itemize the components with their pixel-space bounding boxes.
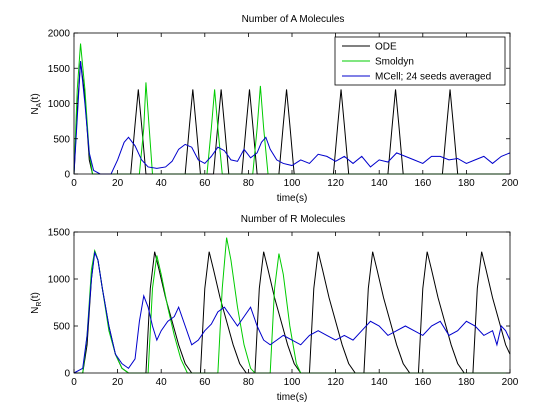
chart-a-ytick-label: 0	[64, 170, 70, 181]
chart-r-ytick-label: 0	[64, 369, 70, 380]
chart-a-xtick-label: 40	[156, 178, 168, 189]
chart-a-ylabel-main: N	[30, 107, 41, 114]
chart-r-ylabel-main: N	[30, 307, 41, 314]
chart-a-xtick-label: 60	[199, 178, 211, 189]
chart-r-ytick-label: 1500	[48, 228, 71, 239]
chart-a-xtick-label: 20	[112, 178, 124, 189]
legend-label-mcell: MCell; 24 seeds averaged	[375, 72, 491, 83]
chart-r-ytick-label: 1000	[48, 275, 71, 286]
chart-r-ylabel-sub: R	[36, 302, 43, 307]
chart-r-series-layer	[73, 237, 511, 374]
chart-a-xtick-label: 80	[243, 178, 255, 189]
chart-r: Number of R Molecules 0 20 40 60 80 100 120 140…	[30, 214, 519, 403]
chart-r-ticks: 0 20 40 60 80 100 120 140 160 180 200 0 500 1000 1500	[48, 228, 519, 389]
legend-label-smoldyn: Smoldyn	[375, 57, 414, 68]
chart-r-ylabel-suffix: (t)	[30, 292, 41, 301]
chart-r-xtick-label: 80	[243, 377, 255, 388]
chart-r-xtick-label: 140	[371, 377, 388, 388]
chart-a-xtick-label: 100	[284, 178, 301, 189]
chart-a-series-ode	[73, 61, 510, 175]
chart-r-xtick-label: 120	[327, 377, 344, 388]
chart-a-ylabel: NA(t)	[30, 93, 43, 114]
chart-a-ytick-label: 1000	[48, 99, 71, 110]
chart-r-series-smoldyn	[74, 237, 510, 374]
chart-a-xtick-label: 120	[327, 178, 344, 189]
chart-a: Number of A Molecules 0 20 40 60 80 100 120 140…	[30, 14, 519, 204]
chart-r-axes-box	[73, 231, 511, 374]
chart-a-ticks: 0 20 40 60 80 100 120 140 160 180 2000500100015002…	[48, 29, 519, 190]
chart-r-xtick-label: 20	[112, 377, 124, 388]
chart-a-ylabel-sub: A	[36, 102, 43, 107]
chart-a-ylabel-suffix: (t)	[30, 93, 41, 102]
chart-r-ylabel: NR(t)	[30, 292, 43, 314]
chart-r-xtick-label: 0	[71, 377, 77, 388]
legend-label-ode: ODE	[375, 42, 397, 53]
chart-r-xtick-label: 160	[414, 377, 431, 388]
chart-a-xtick-label: 0	[71, 178, 77, 189]
chart-a-title: Number of A Molecules	[242, 14, 345, 25]
chart-a-xtick-label: 140	[371, 178, 388, 189]
chart-r-ytick-label: 500	[53, 322, 70, 333]
chart-r-xtick-label: 100	[284, 377, 301, 388]
chart-r-xlabel: time(s)	[277, 392, 308, 403]
chart-a-ytick-label: 2000	[48, 29, 71, 40]
legend: ODE Smoldyn MCell; 24 seeds averaged	[334, 36, 506, 86]
chart-a-xtick-label: 200	[502, 178, 519, 189]
chart-a-xlabel: time(s)	[277, 193, 308, 204]
chart-a-series-mcell	[73, 61, 511, 175]
chart-r-xtick-label: 180	[458, 377, 475, 388]
chart-r-series-mcell	[73, 250, 511, 374]
chart-r-xtick-label: 60	[199, 377, 211, 388]
chart-r-xtick-label: 40	[156, 377, 168, 388]
chart-r-series-ode	[74, 250, 511, 374]
chart-a-ytick-label: 500	[53, 134, 70, 145]
chart-a-xtick-label: 180	[458, 178, 475, 189]
chart-r-title: Number of R Molecules	[241, 214, 345, 225]
chart-a-xtick-label: 160	[414, 178, 431, 189]
chart-a-ytick-label: 1500	[48, 64, 71, 75]
chart-r-xtick-label: 200	[502, 377, 519, 388]
